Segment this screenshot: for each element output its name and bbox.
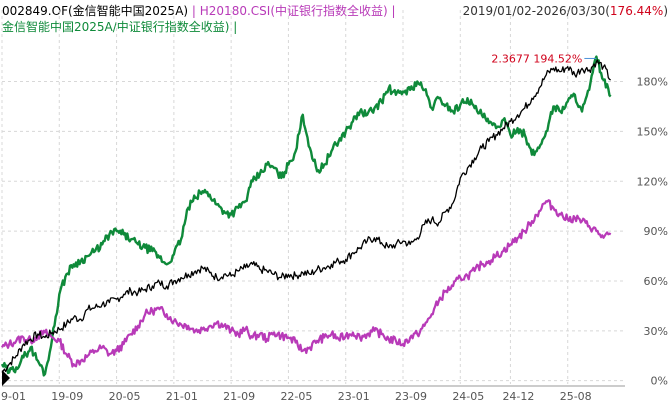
grid <box>1 10 625 384</box>
legend-magenta-series[interactable]: H20180.CSI(中证银行指数全收益) <box>199 4 388 18</box>
x-tick-label: 20-05 <box>109 390 141 403</box>
x-tick-label: 25-08 <box>560 390 592 403</box>
legend-black-series[interactable]: 002849.OF(金信智能中国2025A) <box>2 4 189 18</box>
x-tick-label: 24-12 <box>502 390 534 403</box>
legend-separator: | <box>387 4 396 18</box>
x-tick-label: 19-01 <box>0 390 26 403</box>
series-line-magenta[interactable] <box>1 199 612 368</box>
y-tick-label: 30% <box>644 325 668 338</box>
series-layer <box>0 55 612 377</box>
x-tick-label: 24-05 <box>452 390 484 403</box>
y-tick-label: 150% <box>637 125 668 138</box>
x-tick-label: 22-05 <box>280 390 312 403</box>
legend-separator: | <box>188 4 200 18</box>
range-pct: 176.44% <box>609 4 664 18</box>
range-pct-close: ) <box>663 4 668 18</box>
x-tick-label: 21-09 <box>223 390 255 403</box>
date-range-readout: 2019/01/02-2026/03/30(176.44%) <box>463 4 668 18</box>
date-range: 2019/01/02-2026/03/30 <box>462 4 606 18</box>
y-tick-label: 90% <box>644 225 668 238</box>
cursor-arrow-icon <box>2 370 10 386</box>
range-pct-open: ( <box>605 4 610 18</box>
x-tick-label: 21-01 <box>166 390 198 403</box>
series-line-green[interactable] <box>0 55 612 377</box>
y-tick-label: 60% <box>644 275 668 288</box>
y-tick-label: 180% <box>637 76 668 89</box>
legend-separator: | <box>229 20 238 34</box>
annotation-label: 2.3677 194.52% <box>491 52 582 65</box>
legend-line-1: 002849.OF(金信智能中国2025A) | H20180.CSI(中证银行… <box>2 4 396 18</box>
y-tick-label: 0% <box>651 375 668 388</box>
y-tick-label: 120% <box>637 175 668 188</box>
series-line-black[interactable] <box>1 59 611 373</box>
x-tick-label: 23-01 <box>338 390 370 403</box>
y-axis: 0% 30% 60% 90% 120% 150% 180% <box>637 76 668 388</box>
x-tick-label: 19-09 <box>51 390 83 403</box>
x-tick-label: 23-09 <box>395 390 427 403</box>
annotation-layer: 2.3677 194.52% <box>491 52 597 65</box>
x-axis: 19-01 19-09 20-05 21-01 21-09 22-05 23-01 23-09… <box>0 385 625 403</box>
